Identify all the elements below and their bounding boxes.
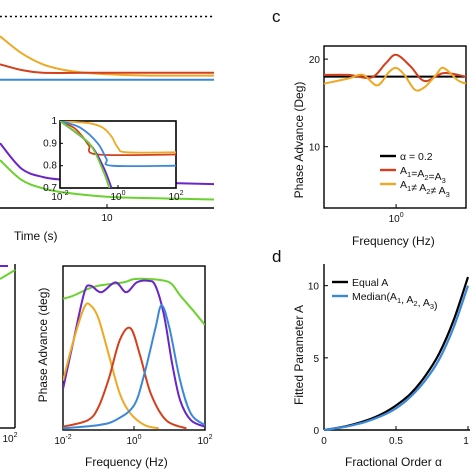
panel-bottom-left-cropped: 102 (0, 264, 18, 445)
inset-series-line-4 (60, 121, 111, 188)
plot-area (63, 277, 205, 430)
x-tick-label: 100 (389, 212, 404, 225)
inset-x-tick-label: 10-2 (51, 190, 68, 203)
inset-x-tick-label: 102 (168, 190, 183, 203)
y-axis-label-phase-bm: Phase Advance (deg) (36, 288, 50, 403)
x-tick-label: 0.5 (389, 436, 403, 447)
panel-label-d: d (272, 247, 281, 266)
y-tick-label: 20 (309, 55, 321, 66)
legend-label-0: α = 0.2 (400, 151, 433, 163)
inset-time-response: 1 0.9 0.8 0.710-2 100 102 (43, 116, 184, 203)
series-line-2 (63, 302, 160, 430)
x-tick-label: 10 (101, 213, 113, 224)
y-axis-label-fitted-a: Fitted Parameter A (292, 305, 306, 405)
panel-d-fitted-parameter: 10 5 00 0.5 1 Equal A Median(A1, A2, A3) (308, 264, 470, 447)
series-line-2 (323, 66, 467, 92)
y-axis-label-phase-c: Phase Advance (Deg) (292, 82, 306, 199)
y-tick-label: 5 (313, 354, 319, 365)
x-axis-label-frequency-c: Frequency (Hz) (352, 234, 435, 248)
panel-phase-advance-frequency: 10-2 100 102 (54, 265, 213, 447)
legend-label-2: A1≠ A2≠ A3 (400, 179, 450, 199)
inset-series-line-0 (60, 121, 176, 154)
y-tick-label: 10 (309, 143, 321, 154)
x-tick-label: 100 (126, 434, 141, 447)
y-tick-label: 10 (308, 282, 320, 293)
x-axis-label-time: Time (s) (14, 229, 58, 243)
inset-y-tick-label: 0.8 (43, 161, 57, 172)
x-tick-label: 102 (2, 432, 17, 445)
series-line-2 (0, 63, 214, 75)
inset-y-tick-label: 0.9 (43, 138, 57, 149)
legend-label-1: Median(A1, A2, A3) (352, 291, 438, 312)
y-tick-label: 0 (313, 426, 319, 437)
series-line-1 (323, 285, 470, 432)
legend-label-0: Equal A (352, 277, 388, 289)
x-tick-label: 0 (321, 436, 327, 447)
series-line-3 (63, 326, 187, 430)
series-line-1 (0, 35, 215, 77)
x-tick-label: 102 (197, 434, 212, 447)
x-tick-label: 10-2 (54, 434, 71, 447)
inset-y-tick-label: 0.7 (43, 183, 57, 194)
inset-plot-area (60, 121, 176, 188)
series-line-0 (0, 269, 16, 280)
series-line-4 (63, 304, 205, 430)
inset-x-tick-label: 100 (110, 190, 125, 203)
panel-label-c: c (272, 7, 281, 26)
legend-label-1: A1=A2=A3 (400, 165, 446, 185)
x-tick-label: 1 (463, 436, 469, 447)
inset-y-tick-label: 1 (51, 116, 57, 127)
series-line-1 (63, 279, 205, 428)
x-axis-label-fractional-order: Fractional Order α (345, 455, 442, 469)
x-axis-label-frequency-bm: Frequency (Hz) (85, 455, 168, 469)
inset-series-line-2 (60, 121, 176, 168)
panel-c-frame (323, 45, 467, 209)
series-line-5 (0, 159, 215, 201)
